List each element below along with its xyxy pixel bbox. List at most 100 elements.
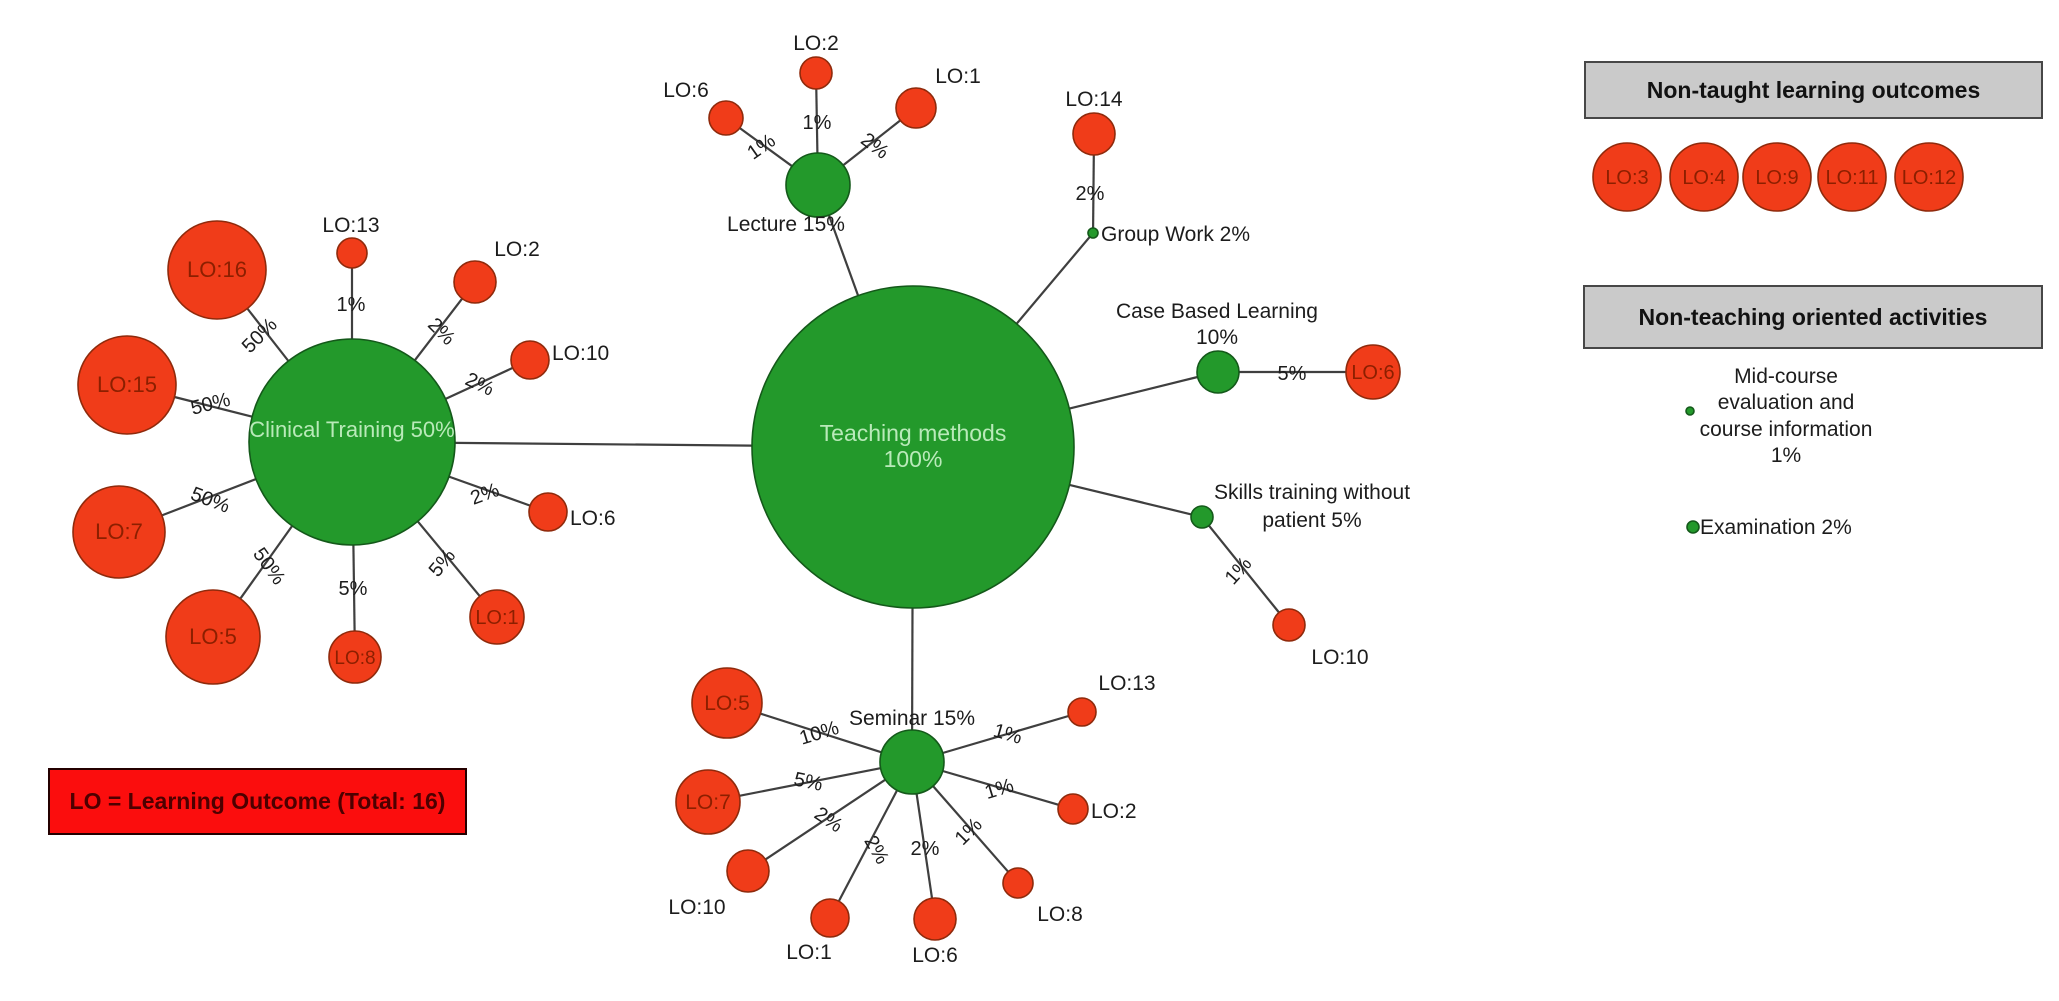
node-label-l_lo2: LO:2 xyxy=(793,32,839,55)
edge-percent-label-clinical-c_lo5: 50% xyxy=(248,544,289,589)
edge-percent-label-clinical-c_lo16: 50% xyxy=(238,314,282,358)
edge-percent-label-clinical-c_lo8: 5% xyxy=(339,578,368,600)
non-teaching-activities-header: Non-teaching oriented activities xyxy=(1583,285,2043,349)
node-label-nt_lo4: LO:4 xyxy=(1682,167,1725,189)
edge-percent-label-clinical-c_lo15: 50% xyxy=(188,389,232,420)
node-l_lo6 xyxy=(708,100,744,136)
node-se_lo5 xyxy=(691,667,763,739)
edge-teaching-skills xyxy=(1069,483,1192,516)
node-nt_lo12 xyxy=(1894,142,1964,212)
node-c_lo8 xyxy=(328,630,382,684)
lo-legend-box: LO = Learning Outcome (Total: 16) xyxy=(48,768,467,835)
edge-seminar-se_lo1 xyxy=(837,789,899,902)
node-label-clinical: Clinical Training 50% xyxy=(249,417,454,442)
edge-percent-label-seminar-se_lo8: 1% xyxy=(951,814,987,850)
node-label-c_lo10: LO:10 xyxy=(552,342,609,365)
node-label-nt_lo3: LO:3 xyxy=(1605,167,1648,189)
node-label-midcourse_dot-line2: evaluation and xyxy=(1718,391,1855,414)
node-teaching xyxy=(751,285,1075,609)
node-se_lo2 xyxy=(1057,793,1089,825)
node-label-c_lo15: LO:15 xyxy=(97,372,157,397)
node-nt_lo11 xyxy=(1817,142,1887,212)
node-se_lo6 xyxy=(913,897,957,941)
node-seminar xyxy=(879,729,945,795)
node-cb_lo6 xyxy=(1345,344,1401,400)
edge-seminar-se_lo10 xyxy=(764,778,886,861)
edge-clinical-c_lo10 xyxy=(445,366,514,400)
edge-percent-label-seminar-se_lo1: 2% xyxy=(859,832,893,868)
node-label-seminar: Seminar 15% xyxy=(849,707,975,730)
node-label-midcourse_dot-line3: course information xyxy=(1700,418,1873,441)
node-label-c_lo6: LO:6 xyxy=(570,507,616,530)
node-clinical xyxy=(248,338,456,546)
node-g_lo14 xyxy=(1072,112,1116,156)
edge-clinical-c_lo1 xyxy=(416,520,481,597)
node-label-c_lo13: LO:13 xyxy=(322,214,379,237)
edge-percent-label-clinical-c_lo10: 2% xyxy=(462,368,498,400)
edge-lecture-l_lo2 xyxy=(815,88,819,154)
node-label-skills-line2: patient 5% xyxy=(1262,509,1361,532)
edge-percent-label-seminar-se_lo7: 5% xyxy=(792,768,825,796)
node-c_lo13 xyxy=(336,237,368,269)
edge-seminar-se_lo5 xyxy=(759,712,882,754)
node-skills xyxy=(1190,505,1214,529)
node-label-skills-line1: Skills training without xyxy=(1214,481,1410,504)
edge-percent-label-clinical-c_lo13: 1% xyxy=(337,294,366,316)
edge-percent-label-skills-s_lo10: 1% xyxy=(1221,553,1257,589)
node-label-g_lo14: LO:14 xyxy=(1065,88,1123,111)
node-se_lo13 xyxy=(1067,697,1097,727)
node-label-se_lo2: LO:2 xyxy=(1091,800,1137,823)
node-label-c_lo2: LO:2 xyxy=(494,238,540,261)
edge-teaching-clinical xyxy=(454,441,753,447)
node-c_lo16 xyxy=(167,220,267,320)
node-label-exam_dot: Examination 2% xyxy=(1700,516,1852,539)
edge-clinical-c_lo15 xyxy=(174,395,253,418)
node-c_lo6 xyxy=(528,492,568,532)
node-label-lecture: Lecture 15% xyxy=(727,213,845,236)
edge-clinical-c_lo6 xyxy=(448,475,531,507)
node-label-nt_lo9: LO:9 xyxy=(1755,167,1798,189)
node-s_lo10 xyxy=(1272,608,1306,642)
node-c_lo2 xyxy=(453,260,497,304)
node-se_lo10 xyxy=(726,849,770,893)
edge-clinical-c_lo8 xyxy=(352,544,356,632)
node-label-nt_lo12: LO:12 xyxy=(1902,167,1956,189)
node-c_lo15 xyxy=(77,335,177,435)
edge-percent-label-lecture-l_lo2: 1% xyxy=(803,112,832,134)
edge-clinical-c_lo16 xyxy=(246,307,290,362)
node-nt_lo9 xyxy=(1742,142,1812,212)
node-label-se_lo1: LO:1 xyxy=(786,941,832,964)
node-label-c_lo1: LO:1 xyxy=(475,607,518,629)
node-label-l_lo1: LO:1 xyxy=(935,65,981,88)
edge-percent-label-seminar-se_lo5: 10% xyxy=(797,717,842,750)
edge-seminar-se_lo2 xyxy=(942,769,1059,806)
node-label-c_lo16: LO:16 xyxy=(187,257,247,282)
node-se_lo1 xyxy=(810,898,850,938)
edge-lecture-l_lo1 xyxy=(842,119,901,167)
edge-clinical-c_lo5 xyxy=(239,525,294,600)
edge-percent-label-lecture-l_lo1: 2% xyxy=(856,129,892,164)
edge-percent-label-seminar-se_lo6: 2% xyxy=(911,838,940,860)
node-label-c_lo8: LO:8 xyxy=(334,648,375,669)
node-c_lo5 xyxy=(165,589,261,685)
node-cbl xyxy=(1196,350,1240,394)
edge-percent-label-clinical-c_lo7: 50% xyxy=(188,483,233,518)
node-label-se_lo5: LO:5 xyxy=(704,692,750,715)
edge-teaching-cbl xyxy=(1069,375,1198,410)
node-label-teaching-line2: 100% xyxy=(884,446,943,472)
edge-percent-label-cbl-cb_lo6: 5% xyxy=(1278,363,1307,385)
node-label-cbl-line2: 10% xyxy=(1196,326,1238,349)
node-label-se_lo10: LO:10 xyxy=(668,896,725,919)
node-label-midcourse_dot-line4: 1% xyxy=(1771,444,1801,467)
node-l_lo2 xyxy=(799,56,833,90)
node-se_lo8 xyxy=(1002,867,1034,899)
edge-groupwork-g_lo14 xyxy=(1092,154,1095,229)
node-c_lo7 xyxy=(72,485,166,579)
node-label-s_lo10: LO:10 xyxy=(1311,646,1368,669)
edge-percent-label-seminar-se_lo2: 1% xyxy=(982,774,1016,804)
node-exam_dot xyxy=(1686,520,1700,534)
node-label-groupwork: Group Work 2% xyxy=(1101,223,1250,246)
node-label-midcourse_dot-line1: Mid-course xyxy=(1734,365,1838,388)
